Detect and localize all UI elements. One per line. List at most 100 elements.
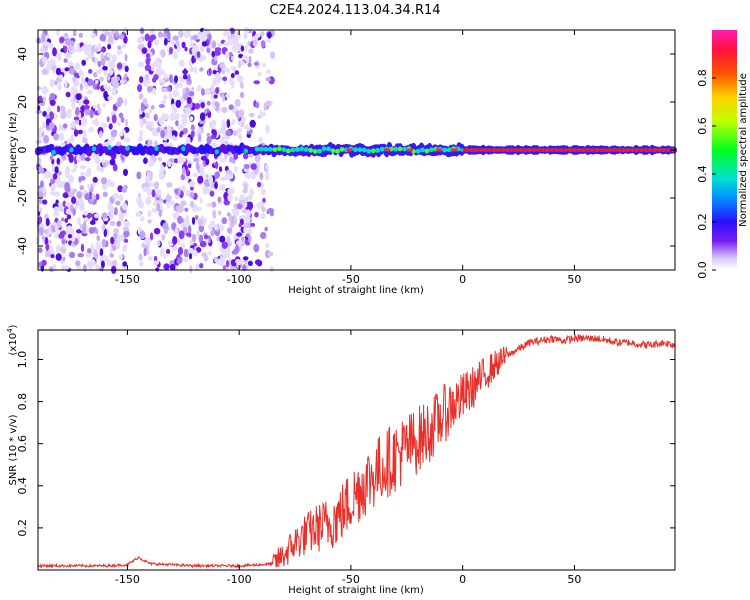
spectrogram-noise-dot (83, 220, 87, 229)
spectrogram-noise-dot (121, 43, 126, 49)
spectrogram-noise-dot (180, 157, 187, 163)
spectrogram-noise-dot (267, 208, 274, 213)
carrier-peak-segment (346, 148, 353, 152)
spectrogram-noise-dot (97, 43, 102, 52)
spectrogram-noise-dot (99, 248, 104, 257)
spectrogram-noise-dot (38, 165, 43, 174)
spectrogram-noise-dot (175, 120, 179, 127)
spectrogram-noise-dot (106, 86, 112, 91)
spectrogram-noise-dot (140, 216, 145, 222)
spectrogram-noise-dot (58, 132, 64, 141)
spectrogram-noise-dot (204, 109, 208, 115)
spectrogram-noise-dot (153, 39, 160, 46)
spectrogram-noise-dot (196, 207, 202, 212)
spectrogram-noise-dot (194, 215, 199, 220)
spectrogram-noise-dot (137, 61, 145, 68)
spectrogram-noise-dot (111, 114, 117, 124)
x-tick-label: -150 (115, 273, 140, 286)
spectrogram-noise-dot (141, 242, 145, 248)
spectrogram-noise-dot (210, 221, 216, 226)
spectrogram-noise-dot (145, 57, 151, 66)
spectrogram-noise-dot (206, 47, 211, 53)
spectrogram-noise-dot (218, 166, 223, 172)
spectrogram-noise-dot (108, 123, 113, 130)
spectrogram-noise-dot (198, 234, 204, 244)
spectrogram-noise-dot (228, 156, 233, 163)
spectrogram-noise-dot (78, 99, 84, 107)
spectrogram-noise-dot (120, 117, 125, 123)
colorbar-tick-label: 0.2 (696, 213, 709, 231)
spectrogram-noise-dot (226, 119, 231, 128)
spectrogram-noise-dot (44, 236, 49, 246)
spectrogram-noise-dot (109, 205, 115, 214)
spectrogram-noise-dot (42, 96, 47, 103)
spectrogram-noise-dot (219, 127, 224, 135)
spectrogram-noise-dot (68, 175, 74, 184)
spectrogram-noise-dot (243, 226, 247, 234)
spectrogram-noise-dot (49, 43, 54, 50)
spectrogram-noise-dot (172, 51, 178, 60)
spectrogram-noise-dot (186, 232, 192, 237)
spectrogram-noise-dot (182, 87, 186, 95)
spectrogram-noise-dot (168, 242, 174, 247)
spectrogram-noise-dot (50, 183, 57, 191)
carrier-core (339, 147, 345, 152)
carrier-core (312, 149, 318, 154)
spectrogram-noise-dot (64, 79, 68, 88)
snr-ylabel: SNR (10 * v/v) (8, 414, 19, 485)
spectrogram-noise-dot (80, 171, 85, 176)
spectrogram-noise-dot (221, 217, 228, 225)
spectrogram-noise-dot (174, 188, 179, 194)
spectrogram-noise-dot (42, 110, 47, 117)
spectrogram-noise-dot (156, 189, 162, 196)
spectrogram-noise-dot (62, 34, 69, 40)
spectrogram-noise-dot (261, 206, 266, 213)
spectrogram-noise-dot (94, 249, 98, 259)
spectrogram-noise-dot (109, 253, 114, 258)
spectrogram-noise-dot (74, 120, 80, 125)
spectrogram-noise-dot (227, 194, 233, 202)
spectrogram-noise-dot (141, 47, 148, 54)
spectrogram-noise-dot (186, 96, 192, 104)
spectrogram-noise-dot (97, 60, 102, 68)
spectrogram-noise-dot (234, 196, 239, 201)
spectrogram-noise-dot (243, 222, 250, 229)
spectrogram-noise-dot (257, 71, 262, 77)
carrier-core (330, 148, 336, 154)
spectrogram-noise-dot (241, 116, 246, 123)
spectrogram-noise-dot (230, 66, 237, 71)
spectrogram-noise-dot (160, 48, 166, 58)
spectrogram-noise-dot (162, 222, 169, 230)
snr-panel: -150 -100 -50 0 50 0.2 0.4 0.6 0.8 1.0 Height of … (6, 324, 676, 596)
spectrogram-noise-dot (100, 260, 105, 269)
spectrogram-noise-dot (99, 130, 103, 138)
spectrogram-noise-dot (240, 45, 245, 52)
spectrogram-noise-dot (55, 253, 62, 261)
spectrogram-noise-dot (265, 124, 270, 134)
spectrogram-noise-dot (88, 227, 95, 234)
x-tick-label: -100 (227, 573, 252, 586)
spectrogram-noise-dot (163, 37, 168, 46)
spectrogram-noise-dot (260, 212, 266, 220)
spectrogram-noise-dot (118, 217, 124, 223)
spectrogram-noise-dot (258, 201, 265, 208)
spectrogram-noise-dot (78, 119, 82, 126)
spectrogram-noise-dot (97, 106, 102, 115)
spectrogram-noise-dot (179, 132, 183, 138)
spectrogram-noise-dot (264, 164, 269, 170)
spectrogram-noise-dot (156, 127, 161, 133)
spectrogram-noise-dot (112, 192, 119, 200)
spectrogram-noise-dot (212, 209, 217, 219)
spectrogram-noise-dot (73, 129, 79, 137)
spectrogram-noise-dot (143, 247, 147, 257)
spectrogram-noise-dot (177, 124, 184, 131)
spectrogram-noise-dot (189, 180, 196, 187)
spectrogram-noise-dot (57, 52, 62, 62)
spectrogram-noise-dot (234, 31, 242, 40)
spectrogram-noise-dot (101, 122, 107, 129)
spectrogram-noise-dot (80, 153, 86, 161)
spectrogram-noise-dot (200, 168, 205, 177)
spectrogram-noise-dot (267, 251, 274, 257)
spectrogram-noise-dot (259, 109, 263, 118)
x-tick-label: -150 (115, 573, 140, 586)
